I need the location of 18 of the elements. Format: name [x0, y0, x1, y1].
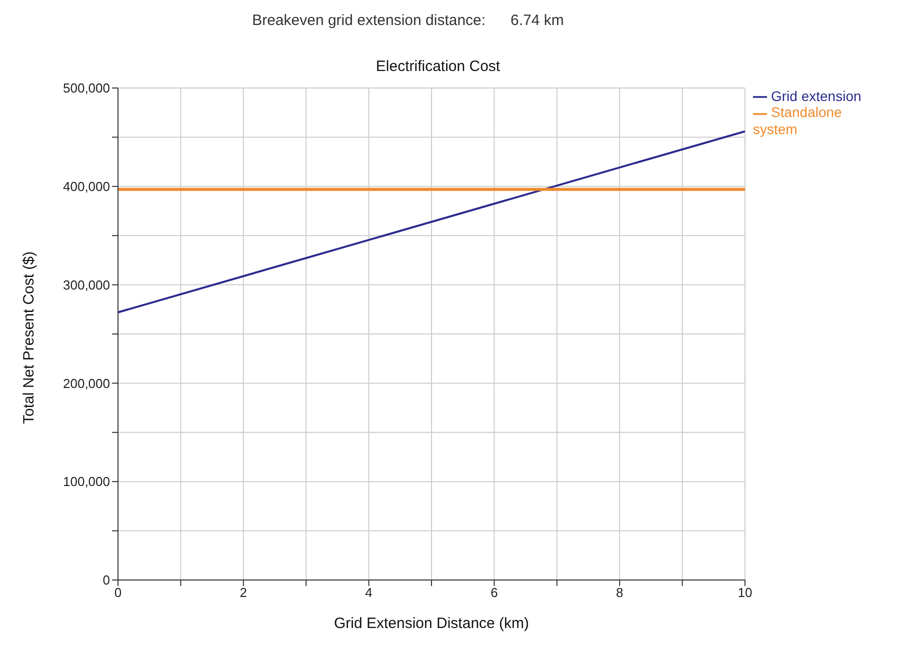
- text: Breakeven grid extension distance: 6.74 km: [251, 12, 565, 29]
- x-tick-label: 2: [240, 585, 248, 600]
- y-tick-label: 100,000: [63, 474, 110, 490]
- legend-label: Standalone system: [753, 104, 842, 137]
- y-tick-label: 500,000: [63, 80, 110, 96]
- chart-title: Electrification Cost: [374, 58, 502, 75]
- x-tick-label: 6: [490, 585, 498, 600]
- y-tick-label: 0: [102, 572, 110, 588]
- y-tick-label: 400,000: [63, 179, 110, 194]
- y-tick-label: 200,000: [63, 376, 110, 391]
- legend-label: Grid extension: [771, 88, 862, 104]
- y-tick-label: 300,000: [63, 277, 110, 292]
- x-tick-label: 0: [114, 585, 122, 600]
- x-tick-label: 10: [738, 585, 752, 600]
- y-axis-title: Total Net Present Cost ($): [20, 251, 38, 424]
- x-tick-label: 8: [616, 585, 624, 600]
- x-axis-title: Grid Extension Distance (km): [334, 615, 530, 632]
- x-tick-label: 4: [365, 585, 372, 600]
